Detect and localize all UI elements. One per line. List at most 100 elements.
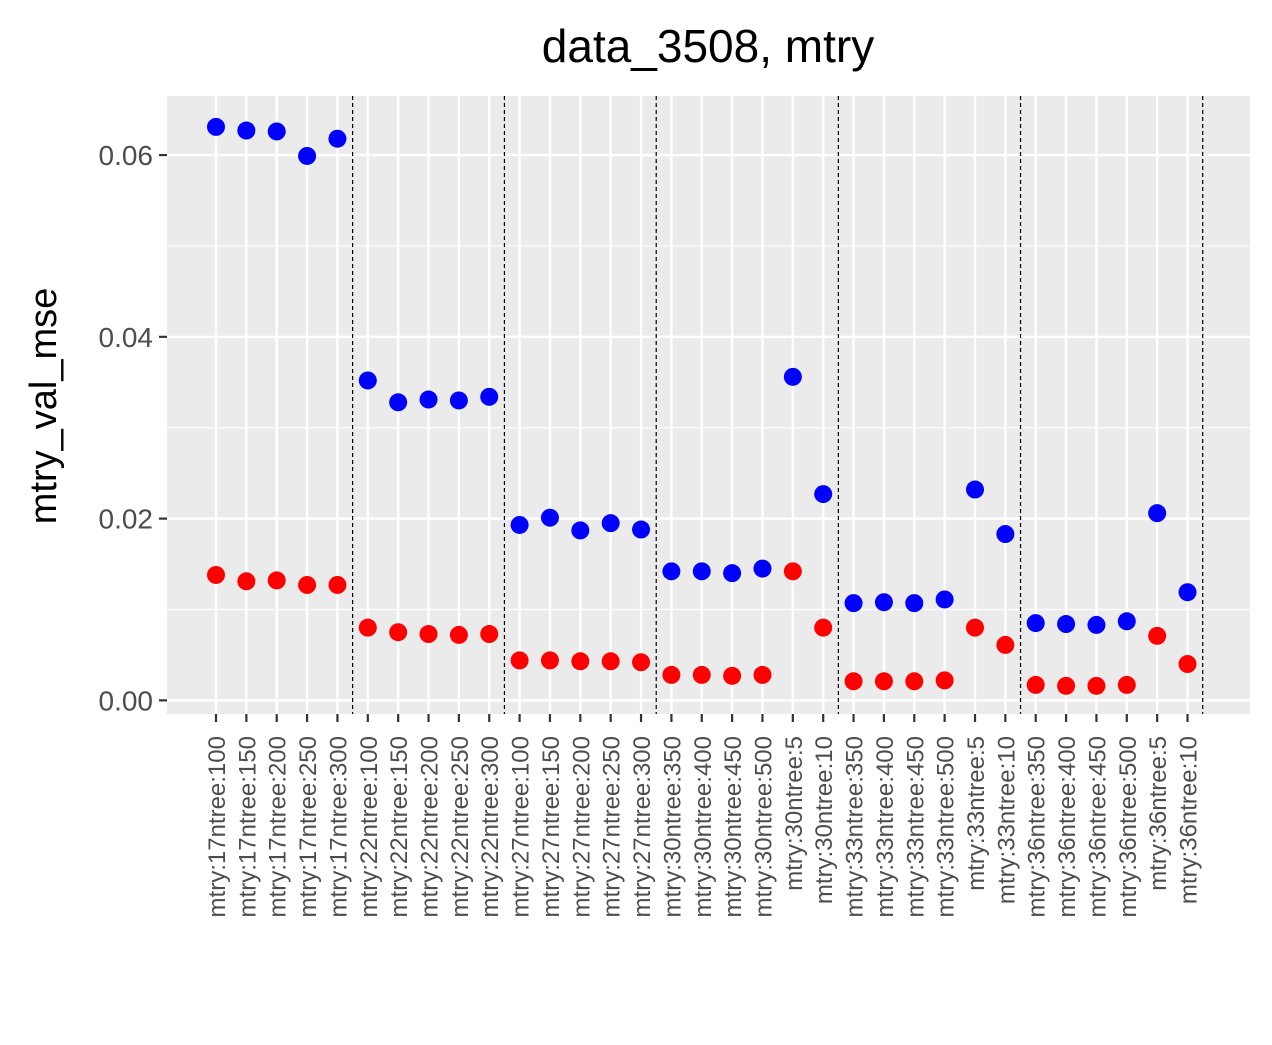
- data-point: [905, 672, 924, 691]
- x-tick-label: mtry:33ntree:400: [872, 736, 899, 917]
- x-tick-label: mtry:33ntree:10: [993, 736, 1020, 904]
- x-tick-label: mtry:17ntree:300: [325, 736, 352, 917]
- data-point: [692, 562, 711, 581]
- data-point: [1057, 676, 1076, 695]
- data-point: [540, 508, 559, 527]
- data-point: [267, 571, 286, 590]
- data-point: [298, 575, 317, 594]
- data-point: [389, 393, 408, 412]
- x-tick-label: mtry:22ntree:200: [417, 736, 444, 917]
- x-tick-label: mtry:27ntree:150: [538, 736, 565, 917]
- x-tick-label: mtry:33ntree:5: [963, 736, 990, 891]
- x-tick-label: mtry:22ntree:100: [356, 736, 383, 917]
- data-point: [753, 665, 772, 684]
- x-tick-label: mtry:27ntree:250: [599, 736, 626, 917]
- data-point: [966, 480, 984, 499]
- x-tick-label: mtry:27ntree:100: [508, 736, 535, 917]
- x-tick-label: mtry:27ntree:300: [629, 736, 656, 917]
- data-point: [1026, 675, 1045, 694]
- x-tick-label: mtry:36ntree:350: [1024, 736, 1051, 917]
- data-point: [814, 485, 833, 504]
- y-axis-label: mtry_val_mse: [23, 288, 65, 525]
- x-tick-label: mtry:30ntree:500: [750, 736, 777, 917]
- y-tick-label: 0.04: [99, 322, 154, 353]
- data-point: [1026, 614, 1045, 633]
- x-tick-label: mtry:30ntree:450: [720, 736, 747, 917]
- data-point: [996, 525, 1015, 544]
- x-tick-label: mtry:36ntree:400: [1054, 736, 1081, 917]
- data-point: [662, 665, 681, 684]
- x-tick-label: mtry:30ntree:5: [781, 736, 808, 891]
- data-point: [510, 651, 529, 670]
- data-point: [844, 594, 863, 613]
- data-point: [510, 515, 529, 534]
- data-point: [996, 635, 1015, 654]
- data-point: [783, 367, 802, 386]
- data-point: [874, 593, 893, 612]
- data-point: [1087, 676, 1106, 695]
- x-tick-label: mtry:33ntree:450: [902, 736, 929, 917]
- data-point: [844, 672, 863, 691]
- x-tick-label: mtry:22ntree:300: [477, 736, 504, 917]
- group-separators: [352, 96, 1204, 714]
- data-point: [814, 618, 833, 637]
- x-tick-label: mtry:33ntree:350: [842, 736, 869, 917]
- x-tick-label: mtry:33ntree:500: [933, 736, 960, 917]
- data-point: [1178, 655, 1197, 674]
- x-tick-label: mtry:36ntree:10: [1176, 736, 1203, 904]
- x-tick-label: mtry:30ntree:400: [690, 736, 717, 917]
- data-point: [1087, 615, 1106, 634]
- data-point: [267, 122, 286, 141]
- data-point: [692, 665, 711, 684]
- data-point: [1148, 626, 1167, 645]
- data-point: [874, 672, 893, 691]
- data-point: [935, 590, 954, 609]
- data-point: [358, 618, 377, 637]
- data-point: [480, 625, 499, 644]
- data-point: [632, 520, 651, 539]
- data-point: [449, 625, 468, 644]
- x-tick-label: mtry:17ntree:250: [295, 736, 322, 917]
- y-tick-label: 0.06: [99, 140, 154, 171]
- x-tick-label: mtry:36ntree:5: [1145, 736, 1172, 891]
- data-point: [358, 371, 377, 390]
- data-point: [1057, 615, 1076, 634]
- x-tick-label: mtry:30ntree:10: [811, 736, 838, 904]
- data-point: [1148, 504, 1167, 523]
- data-point: [632, 653, 651, 672]
- data-point: [389, 623, 408, 642]
- x-tick-label: mtry:36ntree:500: [1115, 736, 1142, 917]
- data-point: [723, 666, 742, 685]
- data-point: [1117, 675, 1136, 694]
- x-tick-label: mtry:22ntree:250: [447, 736, 474, 917]
- y-tick-label: 0.00: [99, 685, 154, 716]
- data-point: [207, 117, 225, 136]
- data-point: [783, 562, 802, 581]
- y-tick-label: 0.02: [99, 504, 154, 535]
- x-axis-ticks: mtry:17ntree:100 mtry:17ntree:150 mtry:17n…: [204, 714, 1203, 917]
- data-point: [753, 559, 772, 578]
- plot-panel: [167, 96, 1250, 714]
- data-point: [419, 625, 438, 644]
- data-point: [601, 514, 620, 533]
- data-point: [601, 652, 620, 671]
- data-point: [449, 391, 468, 410]
- data-point: [298, 146, 317, 165]
- data-point: [237, 121, 256, 140]
- chart-title: data_3508, mtry: [542, 20, 874, 72]
- data-point: [1117, 612, 1136, 631]
- data-point: [207, 565, 225, 584]
- data-point: [480, 387, 499, 406]
- data-point: [1178, 583, 1197, 602]
- x-tick-label: mtry:30ntree:350: [659, 736, 686, 917]
- x-tick-label: mtry:17ntree:200: [265, 736, 292, 917]
- data-point: [328, 129, 347, 148]
- x-tick-label: mtry:27ntree:200: [568, 736, 595, 917]
- y-axis-ticks: 0.00 0.02 0.04 0.06: [99, 140, 167, 716]
- data-point: [966, 618, 984, 637]
- x-tick-label: mtry:36ntree:450: [1084, 736, 1111, 917]
- data-point: [571, 521, 590, 540]
- data-point: [662, 562, 681, 581]
- data-point: [237, 572, 256, 591]
